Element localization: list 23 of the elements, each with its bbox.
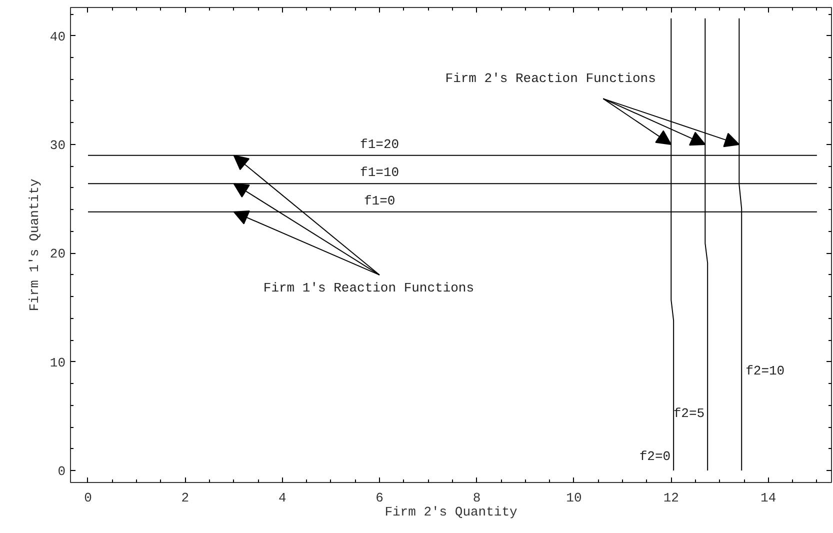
x-tick-label: 12: [663, 490, 679, 506]
x-tick-label: 8: [472, 490, 481, 506]
x-axis-title: Firm 2's Quantity: [384, 504, 518, 520]
series-label: f1=20: [360, 136, 400, 152]
y-tick-label: 40: [50, 29, 66, 44]
series-label: f2=10: [746, 363, 785, 378]
annotation: Firm 2's Reaction Functions: [445, 70, 656, 86]
y-tick-label: 20: [50, 246, 66, 262]
x-tick-label: 2: [181, 490, 190, 506]
x-tick-label: 6: [376, 490, 384, 506]
series-label: f1=10: [360, 165, 400, 180]
series-label: f2=5: [673, 406, 705, 422]
annotation: Firm 1's Reaction Functions: [263, 280, 474, 296]
series-label: f1=0: [364, 193, 396, 208]
x-tick-label: 0: [84, 490, 92, 506]
y-tick-label: 10: [50, 355, 66, 370]
x-tick-label: 14: [760, 490, 776, 506]
y-tick-label: 0: [58, 464, 66, 480]
y-tick-label: 30: [50, 138, 66, 153]
y-axis-title: Firm 1's Quantity: [26, 178, 42, 312]
x-tick-label: 4: [278, 490, 286, 506]
series-label: f2=0: [639, 448, 671, 464]
x-tick-label: 10: [566, 490, 582, 506]
